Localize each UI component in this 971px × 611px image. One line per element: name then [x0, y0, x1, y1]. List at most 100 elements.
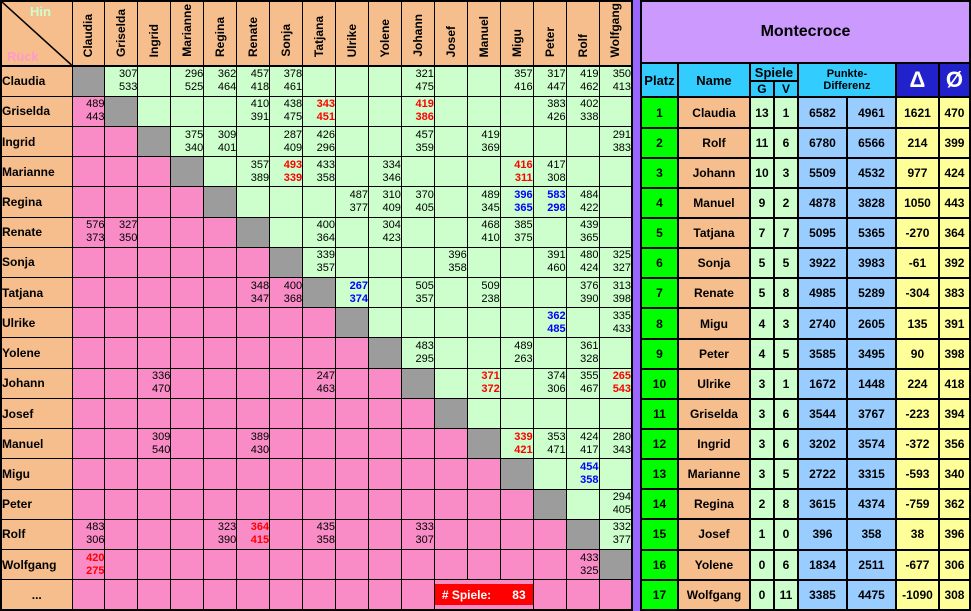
- diagonal-cell[interactable]: [236, 216, 271, 248]
- standings-name-cell[interactable]: Johann: [676, 156, 751, 189]
- punkte-differenz-header[interactable]: Punkte- Differenz: [796, 62, 897, 99]
- empty-cell[interactable]: [335, 458, 369, 490]
- standings-name-cell[interactable]: Marianne: [676, 458, 751, 491]
- empty-cell[interactable]: [367, 458, 402, 490]
- empty-cell[interactable]: [170, 337, 205, 369]
- empty-cell[interactable]: [302, 337, 336, 369]
- result-cell[interactable]: 435 358: [302, 518, 336, 551]
- standings-losses-cell[interactable]: 6: [772, 397, 799, 431]
- empty-cell[interactable]: [236, 186, 271, 218]
- standings-points-hin-cell[interactable]: 4878: [796, 186, 848, 220]
- empty-cell[interactable]: [433, 548, 468, 581]
- standings-name-cell[interactable]: Wolfgang: [676, 578, 751, 611]
- empty-cell[interactable]: [532, 277, 567, 309]
- empty-cell[interactable]: [499, 488, 534, 520]
- empty-cell[interactable]: [203, 307, 238, 339]
- empty-cell[interactable]: [598, 579, 633, 611]
- standings-average-cell[interactable]: 391: [937, 307, 971, 340]
- empty-cell[interactable]: [499, 277, 534, 309]
- empty-cell[interactable]: [302, 186, 336, 218]
- empty-cell[interactable]: [137, 397, 172, 430]
- result-cell[interactable]: 489 263: [499, 337, 534, 369]
- result-cell[interactable]: 400 364: [302, 216, 336, 248]
- result-cell[interactable]: 307 533: [104, 65, 139, 97]
- standings-rank-cell[interactable]: 14: [639, 488, 679, 521]
- empty-cell[interactable]: [71, 246, 106, 279]
- standings-delta-cell[interactable]: 214: [894, 126, 940, 159]
- standings-name-cell[interactable]: Ulrike: [676, 367, 751, 400]
- empty-cell[interactable]: [104, 246, 139, 279]
- empty-cell[interactable]: [598, 186, 633, 218]
- standings-wins-cell[interactable]: 11: [748, 126, 775, 159]
- empty-cell[interactable]: [367, 307, 402, 339]
- empty-cell[interactable]: [170, 428, 205, 460]
- standings-points-hin-cell[interactable]: 2740: [796, 307, 848, 340]
- standings-points-rueck-cell[interactable]: 5289: [845, 277, 897, 310]
- v-header[interactable]: V: [772, 80, 799, 99]
- standings-points-hin-cell[interactable]: 2722: [796, 458, 848, 491]
- standings-losses-cell[interactable]: 0: [772, 518, 799, 551]
- empty-cell[interactable]: [71, 488, 106, 520]
- empty-cell[interactable]: [236, 579, 271, 611]
- standings-name-cell[interactable]: Renate: [676, 277, 751, 310]
- result-cell[interactable]: 335 433: [598, 307, 633, 339]
- standings-name-cell[interactable]: Manuel: [676, 186, 751, 220]
- empty-cell[interactable]: [269, 337, 304, 369]
- empty-cell[interactable]: [335, 518, 369, 551]
- empty-cell[interactable]: [400, 548, 435, 581]
- empty-cell[interactable]: [335, 548, 369, 581]
- result-cell[interactable]: 396 358: [433, 246, 468, 279]
- empty-cell[interactable]: [499, 95, 534, 127]
- row-header-claudia[interactable]: Claudia: [0, 65, 73, 97]
- empty-cell[interactable]: [335, 397, 369, 430]
- empty-cell[interactable]: [236, 367, 271, 399]
- standings-points-hin-cell[interactable]: 1834: [796, 548, 848, 581]
- result-cell[interactable]: 362 464: [203, 65, 238, 97]
- empty-cell[interactable]: [466, 488, 501, 520]
- row-header-ulrike[interactable]: Ulrike: [0, 307, 73, 339]
- standings-losses-cell[interactable]: 1: [772, 96, 799, 129]
- empty-cell[interactable]: [137, 216, 172, 248]
- result-cell[interactable]: 483 295: [400, 337, 435, 369]
- row-header-rolf[interactable]: Rolf: [0, 518, 73, 551]
- empty-cell[interactable]: [71, 579, 106, 611]
- empty-cell[interactable]: [203, 216, 238, 248]
- result-cell[interactable]: 310 409: [367, 186, 402, 218]
- result-cell[interactable]: 332 377: [598, 518, 633, 551]
- result-cell[interactable]: 265 543: [598, 367, 633, 399]
- empty-cell[interactable]: [433, 488, 468, 520]
- empty-cell[interactable]: [170, 216, 205, 248]
- standings-losses-cell[interactable]: 5: [772, 337, 799, 370]
- standings-points-hin-cell[interactable]: 3615: [796, 488, 848, 521]
- row-header-josef[interactable]: Josef: [0, 397, 73, 430]
- standings-average-cell[interactable]: 306: [937, 548, 971, 581]
- standings-points-hin-cell[interactable]: 3544: [796, 397, 848, 431]
- empty-cell[interactable]: [335, 65, 369, 97]
- result-cell[interactable]: 433 358: [302, 156, 336, 188]
- empty-cell[interactable]: [466, 458, 501, 490]
- result-cell[interactable]: 417 308: [532, 156, 567, 188]
- col-header-peter[interactable]: Peter: [532, 0, 567, 67]
- standings-name-cell[interactable]: Claudia: [676, 96, 751, 129]
- empty-cell[interactable]: [203, 458, 238, 490]
- result-cell[interactable]: 483 306: [71, 518, 106, 551]
- result-cell[interactable]: 376 390: [565, 277, 600, 309]
- standings-rank-cell[interactable]: 3: [639, 156, 679, 189]
- result-cell[interactable]: 493 339: [269, 156, 304, 188]
- empty-cell[interactable]: [532, 518, 567, 551]
- empty-cell[interactable]: [433, 95, 468, 127]
- empty-cell[interactable]: [367, 518, 402, 551]
- empty-cell[interactable]: [137, 579, 172, 611]
- standings-points-hin-cell[interactable]: 396: [796, 518, 848, 551]
- empty-cell[interactable]: [269, 216, 304, 248]
- standings-name-cell[interactable]: Migu: [676, 307, 751, 340]
- empty-cell[interactable]: [335, 428, 369, 460]
- standings-delta-cell[interactable]: 1050: [894, 186, 940, 220]
- result-cell[interactable]: 339 421: [499, 428, 534, 460]
- result-cell[interactable]: 419 462: [565, 65, 600, 97]
- diagonal-cell[interactable]: [269, 246, 304, 279]
- empty-cell[interactable]: [137, 186, 172, 218]
- empty-cell[interactable]: [400, 156, 435, 188]
- col-header-rolf[interactable]: Rolf: [565, 0, 600, 67]
- standings-losses-cell[interactable]: 5: [772, 247, 799, 280]
